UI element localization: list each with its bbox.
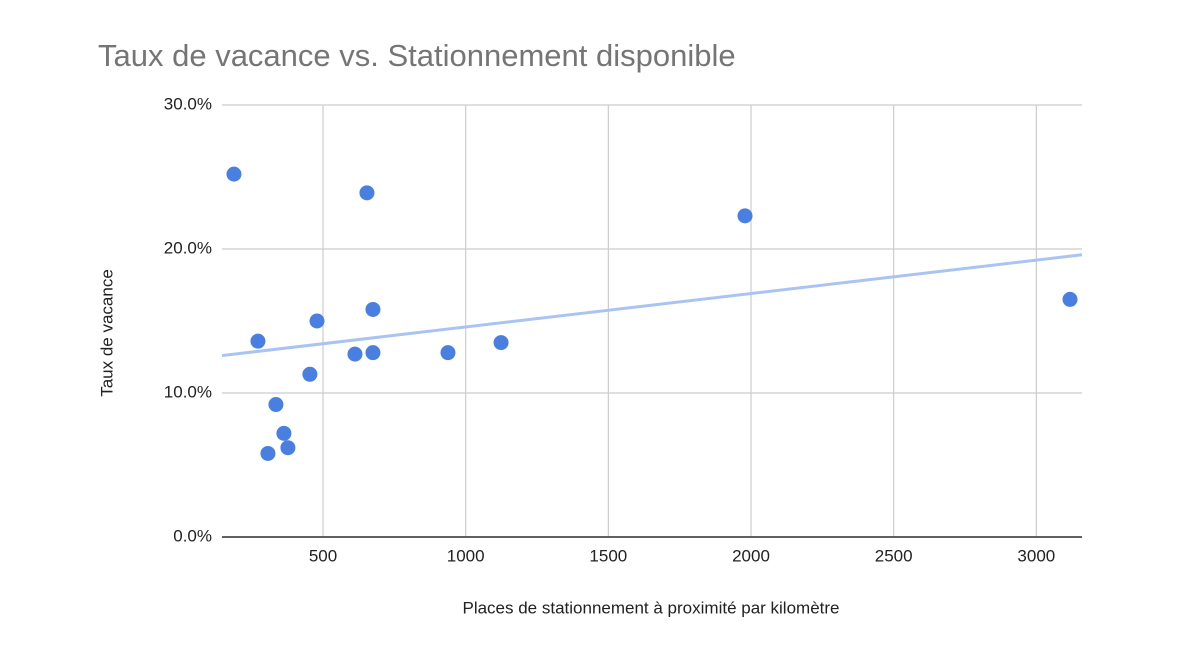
- point: [365, 301, 381, 317]
- point: [276, 425, 292, 441]
- point: [493, 335, 509, 351]
- point: [359, 185, 375, 201]
- x-tick-label: 500: [309, 546, 337, 565]
- point: [280, 440, 296, 456]
- y-tick-label: 30.0%: [164, 94, 212, 113]
- point: [260, 445, 276, 461]
- x-tick-label: 2000: [732, 546, 770, 565]
- point: [250, 333, 266, 349]
- point: [1062, 291, 1078, 307]
- point: [309, 313, 325, 329]
- x-axis-title: Places de stationnement à proximité par …: [462, 598, 839, 617]
- x-tick-label: 3000: [1017, 546, 1055, 565]
- y-tick-label: 20.0%: [164, 238, 212, 257]
- y-tick-label: 10.0%: [164, 382, 212, 401]
- x-tick-label: 1000: [447, 546, 485, 565]
- point: [268, 397, 284, 413]
- point: [302, 366, 318, 382]
- point: [347, 346, 363, 362]
- trendline: [221, 253, 1083, 358]
- point: [226, 166, 242, 182]
- point: [365, 345, 381, 361]
- chart-title: Taux de vacance vs. Stationnement dispon…: [98, 38, 736, 73]
- x-tick-label: 1500: [589, 546, 627, 565]
- point: [737, 208, 753, 224]
- y-tick-label: 0.0%: [173, 526, 212, 545]
- point: [440, 345, 456, 361]
- x-tick-label: 2500: [875, 546, 913, 565]
- y-axis-title: Taux de vacance: [97, 269, 116, 397]
